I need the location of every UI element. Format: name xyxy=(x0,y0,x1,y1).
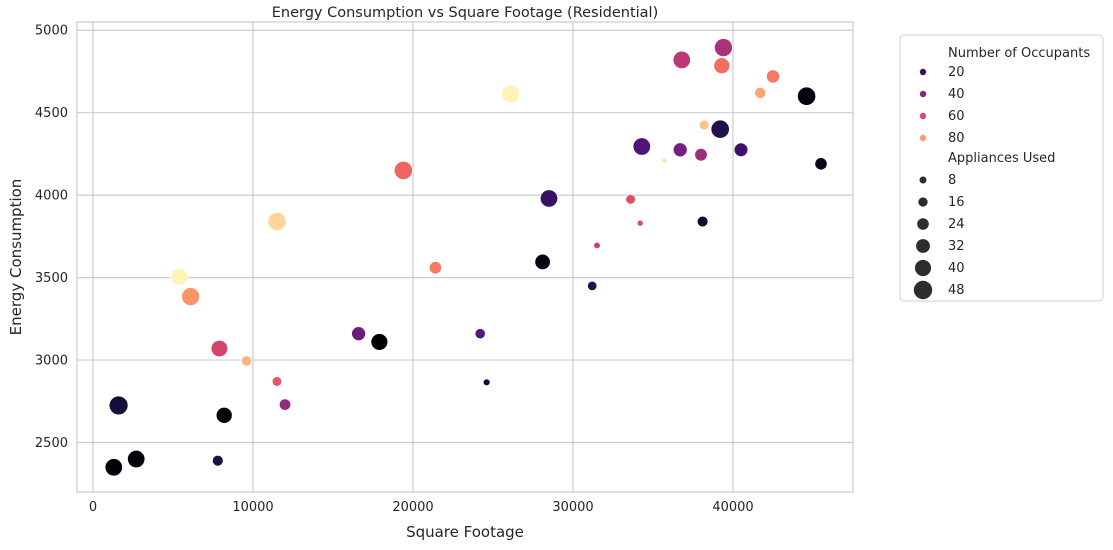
data-point xyxy=(661,157,668,164)
legend-size-label: 40 xyxy=(948,261,965,276)
data-point xyxy=(694,147,708,162)
legend-size-marker xyxy=(914,259,932,277)
data-point xyxy=(278,398,292,411)
legend-size-entries: 8 16 24 32 40 48 xyxy=(913,173,965,300)
plot-area xyxy=(76,21,854,493)
legend-hue-marker xyxy=(919,134,927,142)
legend-hue-title: Number of Occupants xyxy=(948,46,1090,61)
y-tick-label: 5000 xyxy=(35,24,68,39)
legend-size-label: 48 xyxy=(948,283,965,298)
data-point xyxy=(733,142,749,158)
y-axis-label: Energy Consumption xyxy=(7,179,25,336)
legend-size-label: 32 xyxy=(948,239,965,254)
data-point xyxy=(796,86,817,106)
data-point xyxy=(428,261,443,275)
data-point xyxy=(632,137,651,156)
data-point xyxy=(534,253,551,271)
y-tick-label: 2500 xyxy=(35,436,68,451)
legend-hue-marker xyxy=(919,112,927,120)
legend-hue-label: 20 xyxy=(948,65,965,80)
data-point xyxy=(170,267,189,286)
data-point xyxy=(474,328,486,340)
data-point xyxy=(240,355,253,367)
data-point xyxy=(104,458,123,477)
data-point xyxy=(593,241,601,250)
data-point xyxy=(625,193,636,205)
legend-hue-marker xyxy=(919,90,927,98)
data-point xyxy=(210,339,229,358)
data-point xyxy=(587,280,598,292)
legend-hue-label: 60 xyxy=(948,109,965,124)
data-point xyxy=(672,50,691,70)
data-point xyxy=(211,454,224,467)
legend-size-marker xyxy=(918,197,928,207)
data-point xyxy=(636,219,644,227)
y-tick-label: 3000 xyxy=(35,354,68,369)
data-point xyxy=(814,157,828,171)
legend-size-label: 24 xyxy=(948,217,965,232)
grid xyxy=(77,22,853,492)
legend-hue-label: 80 xyxy=(948,131,965,146)
data-point xyxy=(370,333,389,351)
chart-title: Energy Consumption vs Square Footage (Re… xyxy=(272,5,658,21)
tick-labels: 0 10000 20000 30000 40000 2500 3000 3500 4000 450… xyxy=(35,24,754,515)
legend-size-label: 8 xyxy=(948,173,956,188)
legend-size-marker xyxy=(916,239,930,253)
data-point xyxy=(765,69,781,84)
legend-hue-marker xyxy=(919,68,927,76)
data-point xyxy=(713,57,731,75)
data-point xyxy=(271,376,283,387)
data-point xyxy=(672,142,688,158)
data-point xyxy=(181,287,201,307)
data-point xyxy=(267,211,287,232)
legend-hue-entries: 20 40 60 80 xyxy=(919,65,965,146)
x-tick-label: 30000 xyxy=(552,500,593,515)
x-tick-label: 20000 xyxy=(392,500,433,515)
x-axis-label: Square Footage xyxy=(406,523,524,541)
data-point xyxy=(215,406,233,424)
data-point xyxy=(351,326,367,342)
legend-size-marker xyxy=(917,218,929,230)
data-point xyxy=(539,189,559,208)
legend-size-title: Appliances Used xyxy=(948,151,1055,166)
data-point xyxy=(710,119,730,139)
legend-box xyxy=(899,34,1104,302)
data-point xyxy=(713,38,733,58)
y-tick-label: 4500 xyxy=(35,106,68,121)
data-point xyxy=(501,84,521,104)
data-point xyxy=(393,160,414,181)
legend: Number of Occupants 20 40 60 80 Appliances … xyxy=(899,34,1104,302)
data-point xyxy=(696,215,709,228)
data-point xyxy=(127,449,146,469)
data-point xyxy=(698,119,710,131)
data-point xyxy=(754,86,767,99)
legend-size-marker xyxy=(913,280,933,300)
y-tick-label: 4000 xyxy=(35,189,68,204)
legend-size-marker xyxy=(919,176,927,184)
data-points xyxy=(104,38,828,477)
data-point xyxy=(482,378,491,387)
legend-size-label: 16 xyxy=(948,195,965,210)
x-tick-label: 40000 xyxy=(712,500,753,515)
x-tick-label: 0 xyxy=(89,500,97,515)
legend-hue-label: 40 xyxy=(948,87,965,102)
y-tick-label: 3500 xyxy=(35,271,68,286)
x-tick-label: 10000 xyxy=(232,500,273,515)
data-point xyxy=(108,395,129,416)
